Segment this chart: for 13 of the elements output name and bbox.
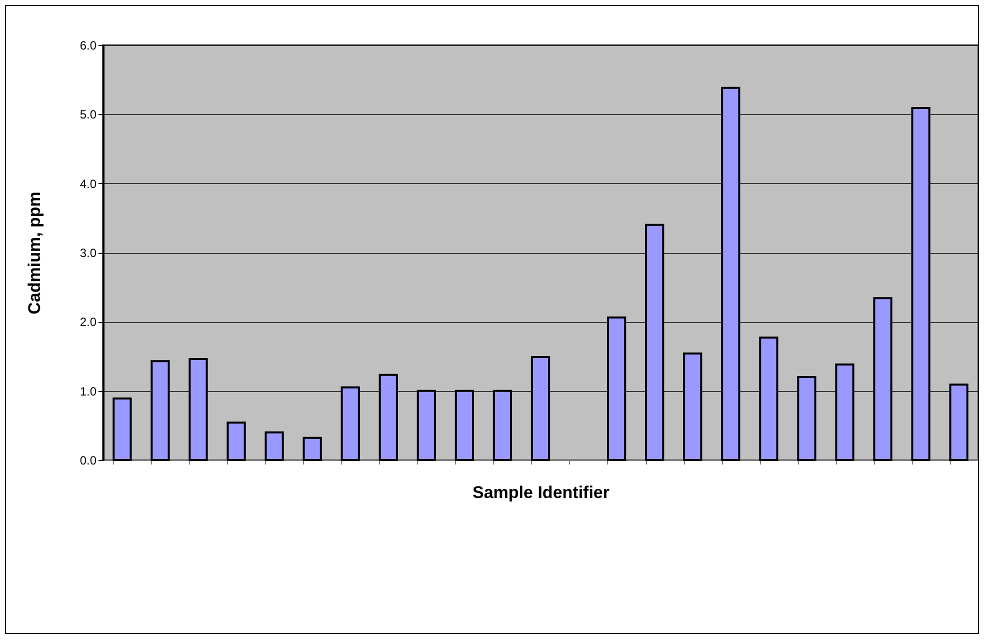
bar	[226, 422, 246, 461]
bar	[112, 397, 132, 461]
bar	[302, 436, 322, 461]
y-tick-label: 6.0	[80, 38, 97, 52]
y-tick-label: 4.0	[80, 176, 97, 191]
y-tick-label: 1.0	[80, 384, 97, 398]
x-axis-title: Sample Identifier	[472, 483, 610, 502]
y-tick-label: 5.0	[80, 108, 97, 122]
y-tick-label: 0.0	[80, 454, 97, 468]
bar	[264, 431, 284, 461]
y-axis-title: Cadmium, ppm	[24, 192, 44, 314]
y-tick-label: 3.0	[80, 246, 97, 260]
y-tick-label: 2.0	[80, 315, 97, 330]
